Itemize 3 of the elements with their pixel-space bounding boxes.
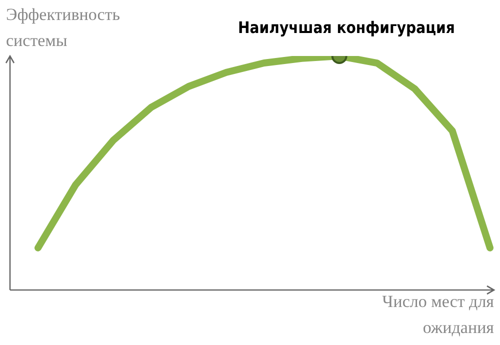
annotation: Наилучшая конфигурация bbox=[238, 18, 455, 37]
x-axis-title: Число мест для ожидания bbox=[381, 291, 494, 339]
y-axis-title: Эффективность системы bbox=[6, 4, 122, 52]
